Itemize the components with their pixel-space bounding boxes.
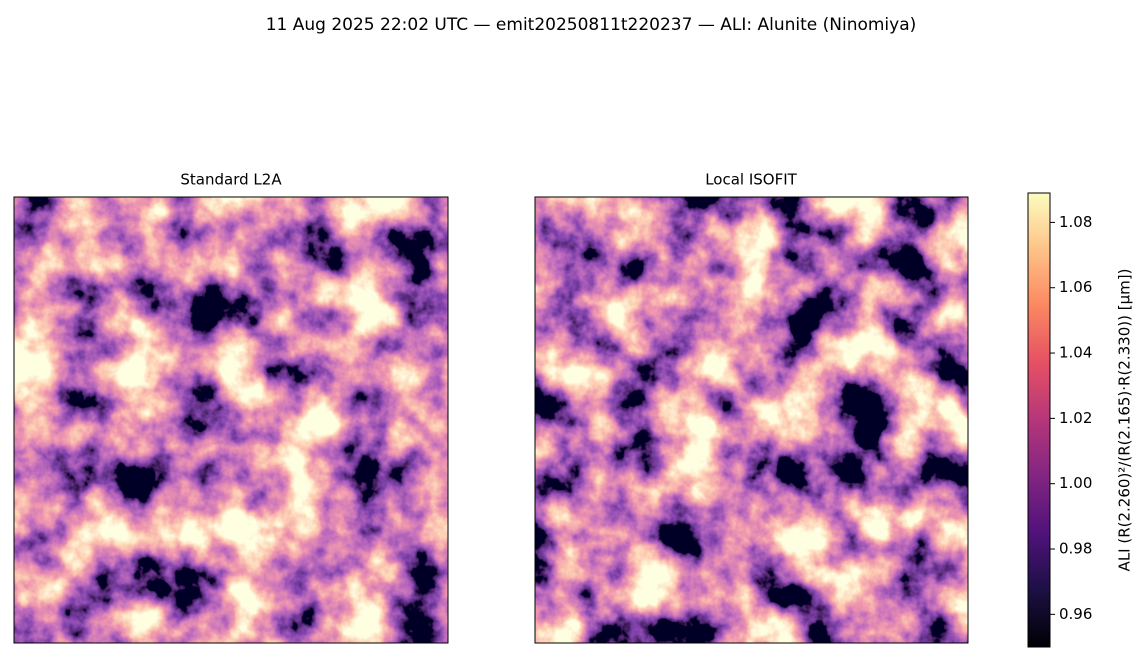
colorbar-tick-label: 1.08 <box>1059 213 1092 231</box>
panel-frame <box>534 196 969 644</box>
colorbar-tick-label: 1.04 <box>1059 344 1092 362</box>
colorbar-tick-label: 1.02 <box>1059 409 1092 427</box>
figure-title: 11 Aug 2025 22:02 UTC — emit20250811t220… <box>266 15 917 35</box>
colorbar-label: ALI (R(2.260)²/(R(2.165)·R(2.330)) [μm]) <box>1116 269 1134 572</box>
panel-title: Standard L2A <box>180 171 282 189</box>
colorbar-tick-label: 1.06 <box>1059 278 1092 296</box>
colorbar-tick-label: 0.96 <box>1059 605 1092 623</box>
panel-frame <box>13 196 449 644</box>
image-panel <box>14 197 448 643</box>
colorbar <box>1027 192 1051 648</box>
colorbar-tick-label: 0.98 <box>1059 540 1092 558</box>
colorbar-tick-label: 1.00 <box>1059 474 1092 492</box>
image-panel <box>535 197 968 643</box>
panel-title: Local ISOFIT <box>705 171 797 189</box>
